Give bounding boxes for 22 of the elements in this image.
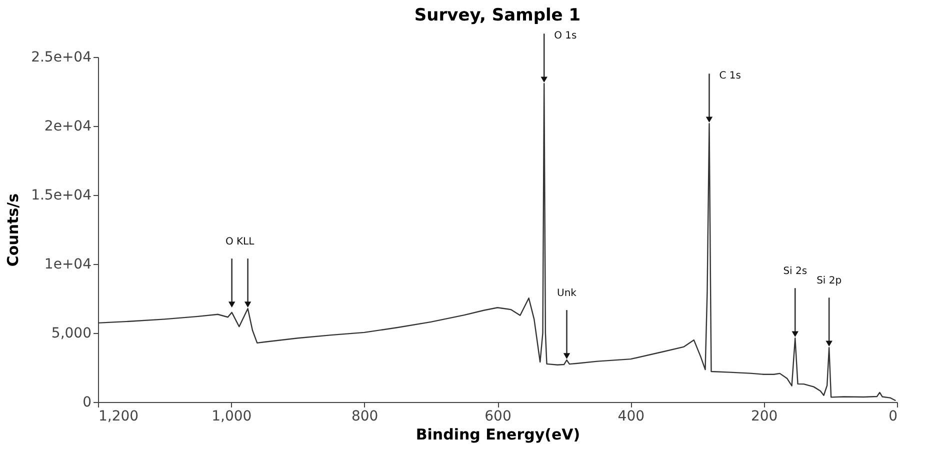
y-tick-label: 2e+04	[44, 118, 92, 134]
y-tick-label: 0	[82, 394, 92, 410]
x-tick-label: 0	[888, 408, 898, 424]
x-tick-label: 600	[484, 408, 512, 424]
annotation: Si 2p	[816, 276, 842, 287]
y-tick-label: 2.5e+04	[31, 50, 92, 66]
annotation: Unk	[557, 288, 577, 300]
x-axis-title: Binding Energy(eV)	[416, 426, 580, 444]
chart-title: Survey, Sample 1	[414, 6, 581, 26]
x-tick-label: 1,200	[98, 408, 139, 424]
y-tick-label: 5,000	[51, 326, 92, 342]
annotation: O 1s	[554, 30, 577, 42]
x-tick-label: 800	[351, 408, 378, 424]
annotation: O KLL	[225, 236, 255, 248]
x-tick-label: 200	[750, 408, 778, 424]
annotation: Si 2s	[783, 266, 808, 278]
y-tick-label: 1.5e+04	[31, 188, 92, 204]
x-tick-label: 400	[618, 408, 645, 424]
y-tick-label: 1e+04	[44, 256, 92, 272]
x-tick-label: 1,000	[212, 408, 252, 424]
y-axis-title: Counts/s	[4, 193, 22, 267]
annotation: C 1s	[719, 70, 741, 82]
